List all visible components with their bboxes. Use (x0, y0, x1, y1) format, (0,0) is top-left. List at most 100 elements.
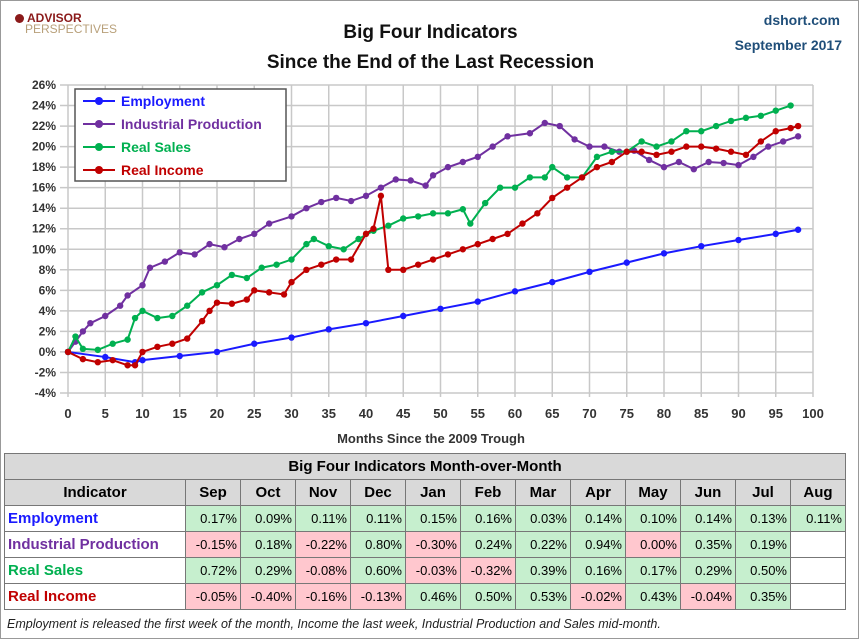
data-point (429, 172, 437, 179)
data-point (146, 264, 154, 271)
data-point (288, 334, 295, 341)
y-tick-label: 6% (39, 283, 57, 297)
value-cell: 0.11% (790, 505, 846, 532)
y-tick-label: -2% (35, 365, 57, 379)
data-point (318, 261, 325, 268)
data-point (765, 143, 772, 150)
data-point (131, 362, 139, 369)
value-cell (790, 583, 846, 610)
data-point (541, 174, 548, 181)
data-point (474, 240, 481, 248)
month-header: Jul (735, 479, 791, 506)
value-cell: -0.04% (680, 583, 736, 610)
value-cell: 0.03% (515, 505, 571, 532)
data-point (563, 184, 571, 191)
y-tick-label: 0% (39, 345, 57, 359)
y-tick-label: 18% (32, 160, 56, 174)
data-point (288, 256, 295, 263)
data-point (228, 300, 236, 307)
month-header: Nov (295, 479, 351, 506)
data-point (124, 336, 131, 343)
value-cell: 0.43% (625, 583, 681, 610)
data-point (653, 151, 660, 159)
x-tick-label: 80 (657, 406, 671, 421)
x-tick-label: 100 (802, 406, 824, 421)
data-point (750, 153, 757, 161)
data-point (727, 148, 735, 155)
data-point (116, 302, 124, 309)
value-cell: 0.60% (350, 557, 406, 584)
x-tick-label: 25 (247, 406, 261, 421)
data-point (623, 148, 630, 155)
data-point (265, 220, 273, 227)
data-point (139, 282, 146, 289)
data-point (608, 158, 616, 166)
data-point (645, 156, 653, 164)
value-cell: 0.09% (240, 505, 296, 532)
data-point (638, 138, 645, 145)
value-cell: -0.13% (350, 583, 406, 610)
data-point (459, 158, 467, 166)
data-point (698, 242, 705, 250)
value-cell: 0.17% (185, 505, 241, 532)
month-header: Aug (790, 479, 846, 506)
data-point (683, 128, 690, 135)
value-cell: 0.14% (570, 505, 626, 532)
data-point (772, 107, 779, 114)
value-cell: 0.94% (570, 531, 626, 558)
data-point (429, 256, 437, 263)
data-point (735, 161, 742, 169)
data-point (400, 312, 407, 320)
value-cell: -0.16% (295, 583, 351, 610)
data-point (184, 335, 191, 342)
data-point (251, 287, 258, 294)
x-tick-label: 40 (359, 406, 373, 421)
x-tick-label: 90 (731, 406, 745, 421)
data-point (87, 319, 94, 327)
data-point (489, 235, 496, 243)
data-point (161, 258, 169, 265)
table-row: Industrial Production -0.15% 0.18% -0.22% 0.… (4, 531, 846, 558)
series-line-employment (67, 228, 799, 364)
data-point (757, 112, 765, 120)
value-cell (790, 557, 846, 584)
data-point (541, 119, 548, 127)
data-point (467, 220, 474, 227)
data-point (563, 174, 571, 181)
value-cell: -0.02% (570, 583, 626, 610)
y-tick-label: 12% (32, 222, 56, 236)
data-point (206, 307, 213, 315)
value-cell: 0.19% (735, 531, 791, 558)
data-point (325, 242, 332, 250)
data-point (124, 292, 131, 299)
data-point (184, 302, 191, 309)
data-point (444, 251, 452, 258)
data-point (251, 340, 258, 347)
x-tick-label: 15 (173, 406, 187, 421)
data-point (176, 249, 183, 256)
value-cell: 0.10% (625, 505, 681, 532)
chart-title: Big Four Indicators (343, 22, 518, 43)
data-point (385, 222, 392, 229)
data-point (422, 182, 429, 189)
value-cell: 0.17% (625, 557, 681, 584)
y-tick-label: 16% (32, 181, 56, 195)
data-point (459, 246, 467, 253)
value-cell: 0.00% (625, 531, 681, 558)
data-point (549, 194, 556, 202)
data-point (526, 130, 534, 137)
data-point (370, 225, 377, 232)
x-tick-label: 50 (433, 406, 447, 421)
data-point (660, 163, 668, 171)
data-point (400, 266, 407, 273)
table-row: Real Income -0.05% -0.40% -0.16% -0.13% 0.46%… (4, 583, 846, 610)
value-cell: 0.35% (680, 531, 736, 558)
month-header: Dec (350, 479, 406, 506)
y-tick-label: 20% (32, 140, 56, 154)
y-tick-label: 22% (32, 119, 56, 133)
data-point (705, 158, 712, 166)
data-point (698, 128, 705, 135)
value-cell: 0.16% (460, 505, 516, 532)
data-point (102, 353, 109, 361)
indicator-header: Indicator (4, 479, 186, 506)
